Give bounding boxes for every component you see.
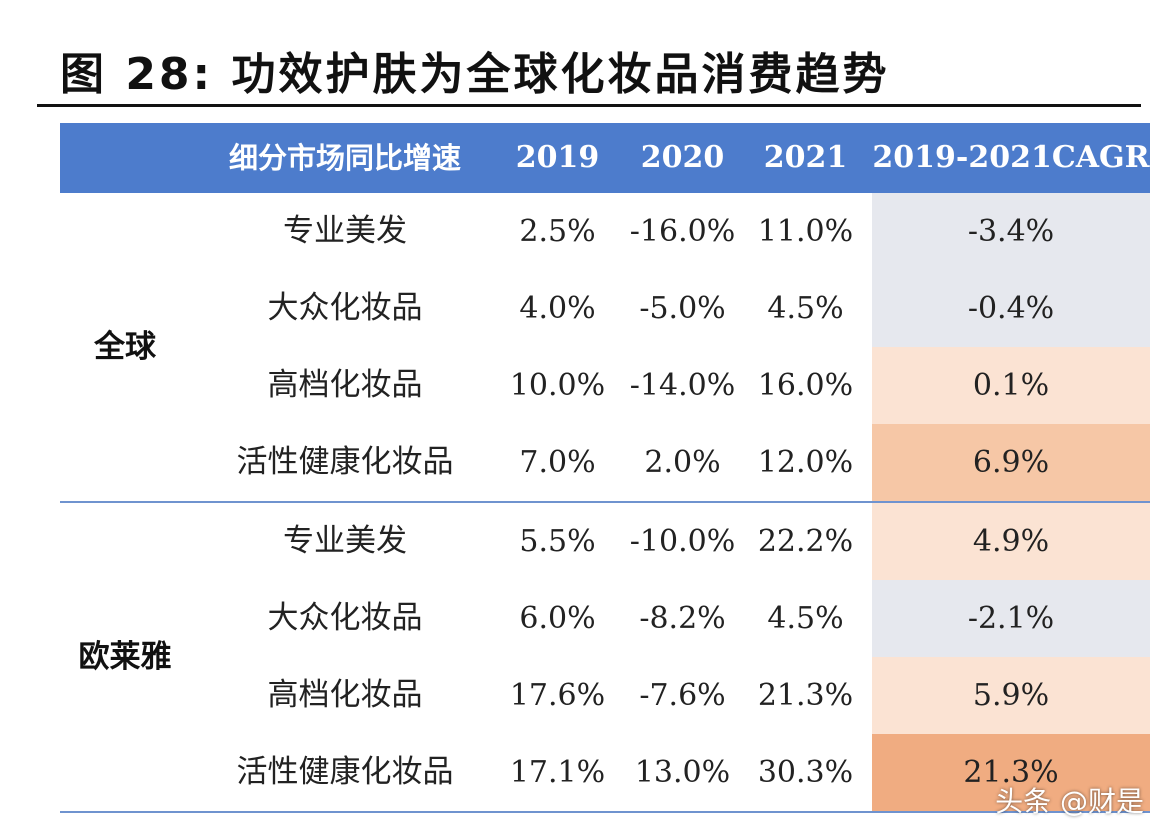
- table-row: 大众化妆品 6.0% -8.2% 4.5% -2.1%: [60, 580, 1150, 657]
- header-cagr: 2019-2021CAGR: [872, 140, 1150, 175]
- cagr-shade: [872, 503, 1150, 580]
- table-row: 活性健康化妆品 17.1% 13.0% 30.3% 21.3%: [60, 734, 1150, 811]
- cagr-shade: [872, 734, 1150, 811]
- table-row: 专业美发 2.5% -16.0% 11.0% -3.4%: [60, 193, 1150, 270]
- cagr-shade: [872, 347, 1150, 424]
- cell-category: 大众化妆品: [267, 600, 423, 636]
- cell-2020: -10.0%: [629, 524, 736, 559]
- cell-2020: 2.0%: [644, 445, 721, 480]
- cell-2021: 22.2%: [757, 524, 854, 559]
- cell-2020: -5.0%: [639, 291, 726, 326]
- cell-2021: 12.0%: [757, 445, 854, 480]
- cell-2019: 6.0%: [519, 601, 596, 636]
- cell-cagr: 0.1%: [972, 368, 1050, 403]
- cagr-shade: [872, 580, 1150, 657]
- cell-2021: 16.0%: [757, 368, 854, 403]
- header-2021: 2021: [763, 140, 848, 175]
- cell-category: 活性健康化妆品: [236, 444, 454, 480]
- header-segment: 细分市场同比增速: [228, 141, 461, 175]
- cell-category: 活性健康化妆品: [236, 754, 454, 790]
- table-row: 高档化妆品 17.6% -7.6% 21.3% 5.9%: [60, 657, 1150, 734]
- cell-cagr: 21.3%: [963, 755, 1059, 790]
- cell-cagr: -0.4%: [967, 291, 1055, 326]
- cell-cagr: 6.9%: [972, 445, 1050, 480]
- cagr-shade: [872, 270, 1150, 347]
- cell-2020: 13.0%: [634, 755, 731, 790]
- cell-2021: 11.0%: [757, 214, 854, 249]
- cell-2019: 2.5%: [519, 214, 596, 249]
- cell-2019: 10.0%: [509, 368, 606, 403]
- cell-2020: -8.2%: [639, 601, 726, 636]
- cell-2019: 17.6%: [509, 678, 606, 713]
- cell-cagr: -2.1%: [967, 601, 1055, 636]
- cell-2020: -14.0%: [629, 368, 736, 403]
- cagr-shade: [872, 193, 1150, 270]
- cell-2020: -16.0%: [629, 214, 736, 249]
- header-2020: 2020: [640, 140, 725, 175]
- cell-cagr: -3.4%: [967, 214, 1055, 249]
- table-row: 专业美发 5.5% -10.0% 22.2% 4.9%: [60, 503, 1150, 580]
- header-2019: 2019: [515, 140, 600, 175]
- cell-2019: 5.5%: [519, 524, 596, 559]
- cell-2021: 21.3%: [757, 678, 854, 713]
- cell-category: 大众化妆品: [267, 290, 423, 326]
- group-separator: [60, 811, 1150, 813]
- cell-2021: 30.3%: [757, 755, 854, 790]
- title-underline: [37, 104, 1141, 107]
- cell-category: 专业美发: [283, 523, 407, 559]
- group-label: 欧莱雅: [78, 639, 172, 675]
- cell-category: 高档化妆品: [267, 367, 423, 403]
- cell-2019: 17.1%: [509, 755, 606, 790]
- cell-cagr: 4.9%: [972, 524, 1050, 559]
- cagr-shade: [872, 424, 1150, 501]
- watermark: 头条 @财是: [995, 785, 1144, 818]
- cell-2019: 4.0%: [519, 291, 596, 326]
- table-row: 大众化妆品 4.0% -5.0% 4.5% -0.4%: [60, 270, 1150, 347]
- cell-cagr: 5.9%: [972, 678, 1050, 713]
- table-header-row: 细分市场同比增速 2019 2020 2021 2019-2021CAGR: [60, 123, 1150, 193]
- cell-category: 高档化妆品: [267, 677, 423, 713]
- table-row: 活性健康化妆品 7.0% 2.0% 12.0% 6.9%: [60, 424, 1150, 501]
- cagr-shade: [872, 657, 1150, 734]
- cell-2021: 4.5%: [767, 601, 844, 636]
- cell-2020: -7.6%: [639, 678, 726, 713]
- cell-category: 专业美发: [283, 213, 407, 249]
- group-label: 全球: [94, 329, 156, 365]
- group-separator: [60, 501, 1150, 503]
- figure-title: 图 28: 功效护肤为全球化妆品消费趋势: [60, 49, 890, 100]
- cell-2021: 4.5%: [767, 291, 844, 326]
- cell-2019: 7.0%: [519, 445, 596, 480]
- table-row: 高档化妆品 10.0% -14.0% 16.0% 0.1%: [60, 347, 1150, 424]
